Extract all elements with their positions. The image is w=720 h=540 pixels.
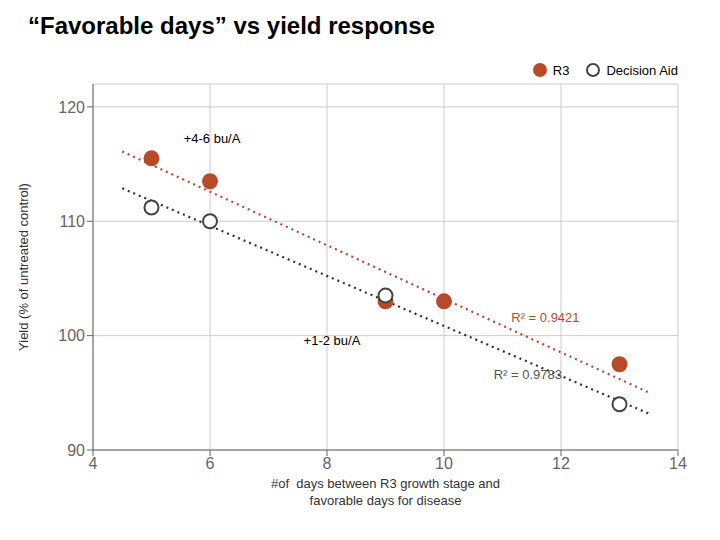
svg-text:+4-6 bu/A: +4-6 bu/A [184,131,241,146]
html-text:Decision Aid: Decision Aid [606,62,678,78]
html-text:“Favorable days” vs yield resp: “Favorable days” vs yield response [28,12,435,39]
svg-text:14: 14 [669,455,687,472]
svg-text:Yield (% of untreated control): Yield (% of untreated control) [16,183,31,351]
svg-text:R² = 0.9783: R² = 0.9783 [494,367,562,382]
svg-text:12: 12 [552,455,570,472]
svg-text:100: 100 [58,327,85,344]
svg-text:#of days between R3 growth st: #of days between R3 growth stage andfavo… [271,476,500,508]
svg-text:4: 4 [89,455,98,472]
svg-text:10: 10 [435,455,453,472]
svg-text:90: 90 [67,442,85,459]
html-text:R3: R3 [552,62,570,78]
svg-text:120: 120 [58,99,85,116]
svg-text:R² = 0.9421: R² = 0.9421 [511,310,579,325]
svg-text:8: 8 [323,455,332,472]
svg-text:+1-2 bu/A: +1-2 bu/A [304,333,361,348]
svg-text:110: 110 [59,213,85,230]
svg-text:6: 6 [206,455,215,472]
